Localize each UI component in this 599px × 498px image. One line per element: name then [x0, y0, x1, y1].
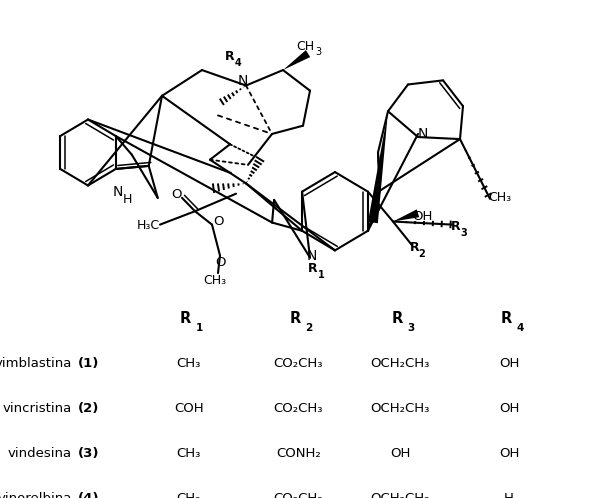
Text: R: R — [451, 220, 461, 233]
Polygon shape — [283, 50, 310, 70]
Text: R: R — [392, 311, 403, 326]
Text: R: R — [308, 262, 318, 275]
Text: R: R — [180, 311, 191, 326]
Text: CONH₂: CONH₂ — [276, 447, 320, 460]
Text: O: O — [172, 188, 182, 201]
Text: 3: 3 — [315, 46, 321, 56]
Text: 1: 1 — [196, 323, 203, 333]
Text: vimblastina: vimblastina — [0, 357, 72, 370]
Text: N: N — [418, 127, 428, 141]
Text: 3: 3 — [461, 228, 467, 238]
Text: O: O — [213, 215, 223, 228]
Text: CH₃: CH₃ — [177, 357, 201, 370]
Text: R: R — [290, 311, 301, 326]
Text: OCH₂CH₃: OCH₂CH₃ — [370, 357, 430, 370]
Text: N: N — [238, 74, 248, 89]
Text: OH: OH — [499, 447, 519, 460]
Text: (2): (2) — [78, 402, 99, 415]
Text: (3): (3) — [78, 447, 99, 460]
Text: R: R — [501, 311, 512, 326]
Text: O: O — [215, 256, 225, 269]
Text: CO₂CH₃: CO₂CH₃ — [274, 402, 323, 415]
Polygon shape — [393, 209, 419, 222]
Text: CH₃: CH₃ — [177, 447, 201, 460]
Text: R: R — [410, 241, 420, 254]
Text: 1: 1 — [317, 270, 325, 280]
Text: COH: COH — [174, 402, 204, 415]
Text: vincristina: vincristina — [2, 402, 72, 415]
Text: CH₃: CH₃ — [204, 274, 226, 287]
Text: H₃C: H₃C — [137, 219, 159, 232]
Text: 2: 2 — [305, 323, 313, 333]
Text: OCH₂CH₃: OCH₂CH₃ — [370, 402, 430, 415]
Text: 4: 4 — [516, 323, 524, 333]
Text: CO₂CH₃: CO₂CH₃ — [274, 492, 323, 498]
Text: CH: CH — [296, 40, 314, 53]
Text: CH₃: CH₃ — [488, 191, 512, 204]
Text: OH: OH — [499, 402, 519, 415]
Text: N: N — [307, 249, 317, 262]
Text: OCH₂CH₃: OCH₂CH₃ — [370, 492, 430, 498]
Text: OH: OH — [412, 210, 432, 223]
Text: vindesina: vindesina — [8, 447, 72, 460]
Text: vinorelbina: vinorelbina — [0, 492, 72, 498]
Text: CH₃: CH₃ — [177, 492, 201, 498]
Text: 2: 2 — [419, 249, 425, 259]
Text: 3: 3 — [407, 323, 415, 333]
Text: OH: OH — [499, 357, 519, 370]
Text: OH: OH — [390, 447, 410, 460]
Text: H: H — [504, 492, 514, 498]
Text: N: N — [113, 185, 123, 199]
Text: (1): (1) — [78, 357, 99, 370]
Text: H: H — [122, 193, 132, 206]
Polygon shape — [368, 111, 388, 223]
Text: CO₂CH₃: CO₂CH₃ — [274, 357, 323, 370]
Text: (4): (4) — [78, 492, 99, 498]
Text: 4: 4 — [235, 58, 241, 68]
Text: R: R — [225, 50, 235, 63]
